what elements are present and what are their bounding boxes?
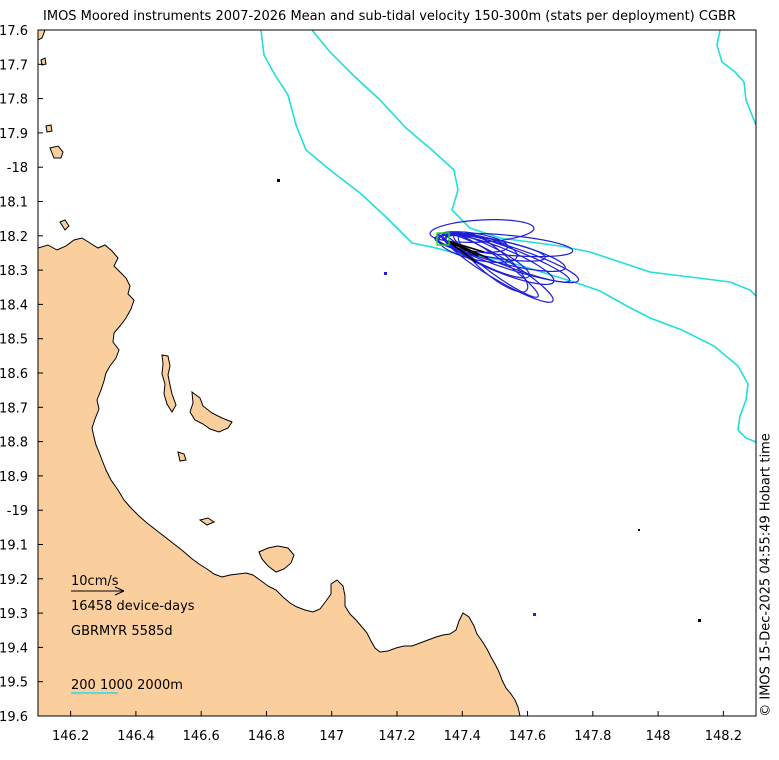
y-tick-label: 18.9: [0, 470, 28, 485]
map-legend: 10cm/s 16458 device-days GBRMYR 5585d 20…: [71, 574, 195, 694]
mooring-dot: [277, 179, 280, 182]
island: [189, 390, 233, 433]
island: [258, 545, 295, 573]
y-tick-label: 18.1: [0, 196, 28, 211]
x-tick-label: 146.8: [248, 729, 285, 744]
y-axis-ticks: 17.6 17.7 17.8 17.9 -18 18.1 18.2 18.3 18.4 18.5 1…: [0, 24, 43, 725]
x-tick-label: 147.8: [574, 729, 611, 744]
y-tick-label: 17.9: [0, 127, 28, 142]
x-tick-label: 147.2: [378, 729, 415, 744]
velocity-ellipse: [442, 231, 530, 279]
velocity-ellipse: [442, 233, 554, 303]
isobath-200m: [260, 30, 756, 443]
y-tick-label: 18.6: [0, 367, 28, 382]
island: [59, 219, 70, 231]
mainland-coast: [38, 237, 521, 716]
legend-station: GBRMYR 5585d: [71, 624, 173, 639]
mean-velocity-vector: [447, 240, 477, 263]
y-tick-label: 18.7: [0, 401, 28, 416]
legend-scale-label: 10cm/s: [71, 574, 119, 589]
x-tick-label: 146.2: [52, 729, 89, 744]
island: [161, 354, 177, 413]
station-marker-gbrmyr: [436, 232, 450, 246]
island: [198, 517, 216, 526]
island: [38, 30, 46, 41]
mooring-dot: [533, 613, 536, 616]
y-tick-label: 19.2: [0, 573, 28, 588]
island: [49, 145, 64, 159]
y-tick-label: 18.2: [0, 230, 28, 245]
isobath-2000m: [716, 30, 756, 126]
velocity-ellipses: [429, 219, 580, 303]
y-tick-label: 19.5: [0, 676, 28, 691]
velocity-ellipse: [453, 234, 539, 298]
x-tick-label: 147.4: [444, 729, 481, 744]
y-tick-label: -19: [7, 504, 28, 519]
x-tick-label: 147: [319, 729, 344, 744]
legend-isobaths: 200 1000 2000m: [71, 678, 183, 693]
y-tick-label: 19.1: [0, 539, 28, 554]
x-axis-ticks: 146.2 146.4 146.6 146.8 147 147.2 147.4 147.6 14…: [52, 711, 742, 744]
y-tick-label: 18.3: [0, 264, 28, 279]
y-tick-label: 18.5: [0, 333, 28, 348]
y-tick-label: 19.6: [0, 710, 28, 725]
y-tick-label: 17.7: [0, 58, 28, 73]
velocity-ellipse: [445, 234, 555, 286]
velocity-ellipse: [434, 234, 546, 262]
map-title: IMOS Moored instruments 2007-2026 Mean a…: [43, 9, 736, 24]
y-tick-label: 19.4: [0, 641, 28, 656]
x-tick-label: 148: [646, 729, 671, 744]
island: [45, 124, 53, 133]
mooring-dot: [698, 619, 701, 622]
map-axes: [38, 30, 756, 716]
mooring-dot: [384, 272, 387, 275]
y-tick-label: 17.8: [0, 93, 28, 108]
y-tick-label: 18.4: [0, 298, 28, 313]
island: [40, 57, 47, 66]
x-tick-label: 146.6: [183, 729, 220, 744]
x-tick-label: 146.4: [117, 729, 154, 744]
legend-device-days: 16458 device-days: [71, 599, 195, 614]
mean-velocity-vector: [447, 240, 489, 259]
x-tick-label: 148.2: [705, 729, 742, 744]
legend-scale-arrowhead: [114, 586, 125, 596]
mean-velocity-vectors: [447, 240, 489, 263]
y-tick-label: 19.3: [0, 607, 28, 622]
x-tick-label: 147.6: [509, 729, 546, 744]
y-tick-label: 18.8: [0, 436, 28, 451]
isobath-contours: [260, 30, 756, 443]
mooring-dot: [638, 529, 640, 531]
isobath-1000m: [311, 30, 756, 297]
y-tick-label: -18: [7, 161, 28, 176]
island: [177, 451, 187, 462]
y-tick-label: 17.6: [0, 24, 28, 39]
